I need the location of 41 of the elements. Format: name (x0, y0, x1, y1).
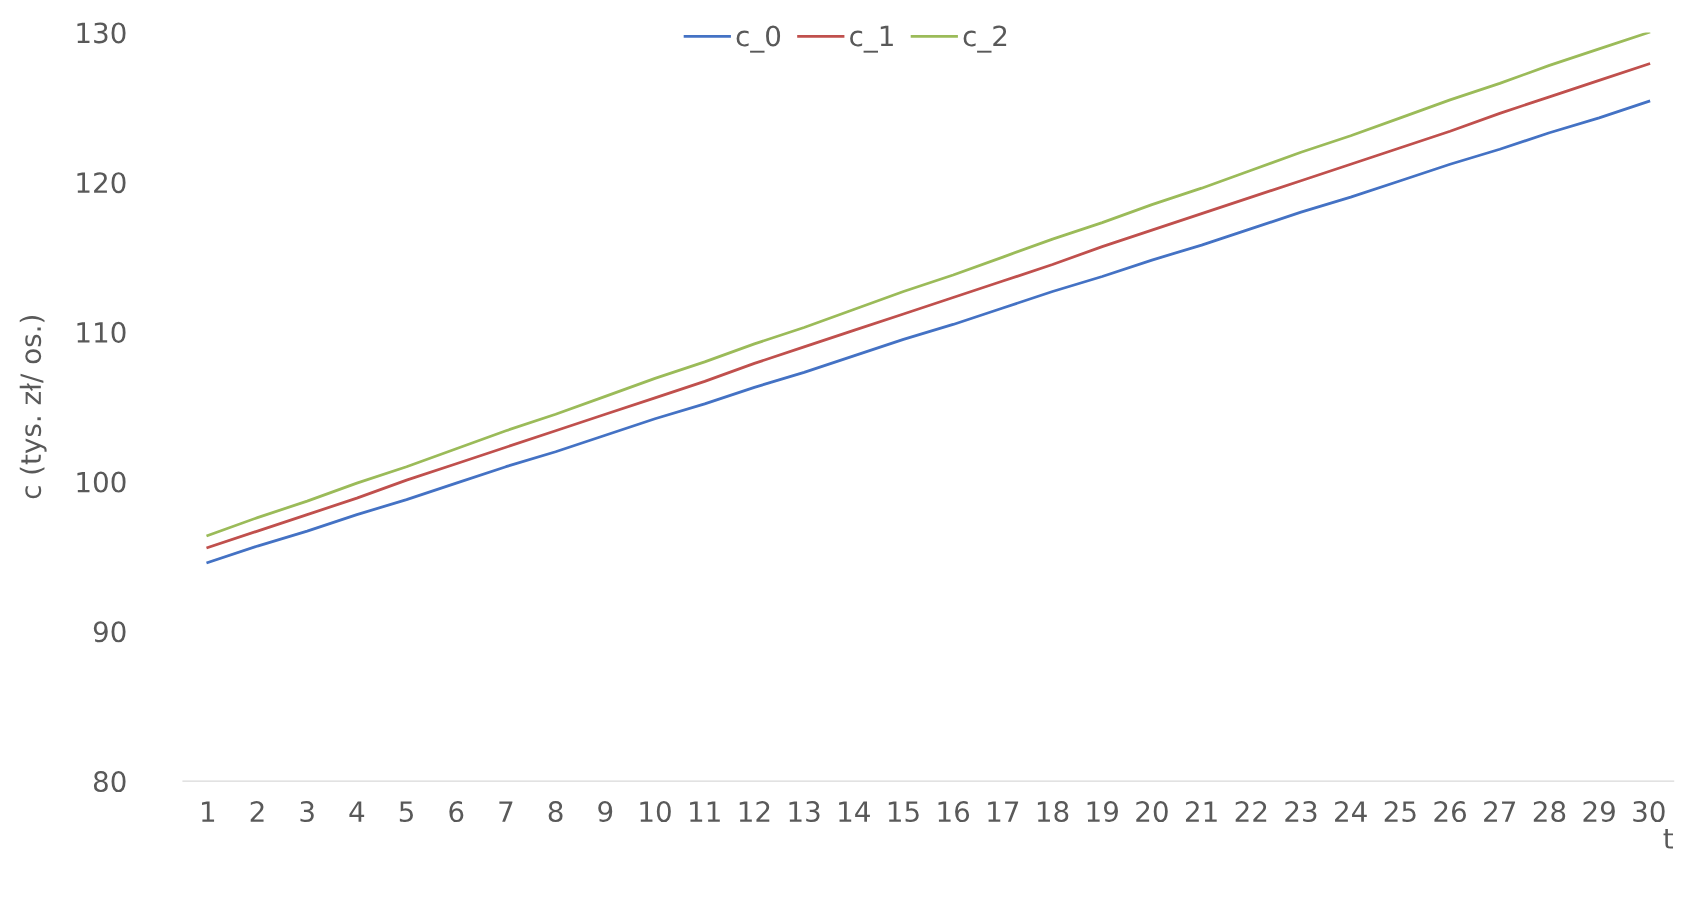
x-tick-label: 1 (202, 801, 215, 822)
x-tick-label: 20 (1136, 801, 1168, 823)
x-tick-label: 10 (640, 801, 671, 823)
x-tick-label: 28 (1533, 801, 1566, 823)
x-tick-label: 6 (449, 801, 464, 823)
x-tick-label: 21 (1185, 801, 1217, 822)
x-tick-label: 7 (499, 801, 513, 822)
x-tick-label: 18 (1037, 801, 1069, 823)
y-tick-label: 90 (93, 621, 126, 643)
x-tick-label: 17 (988, 801, 1019, 822)
x-tick-label: 9 (598, 801, 613, 823)
x-tick-label: 24 (1335, 801, 1367, 822)
y-axis-title: c (tys. zł/ os.) (19, 316, 47, 499)
x-tick-label: 5 (399, 801, 413, 823)
x-tick-label: 30 (1633, 801, 1665, 823)
x-tick-label: 15 (888, 801, 919, 823)
x-tick-label: 26 (1434, 801, 1466, 823)
y-tick-label: 100 (77, 471, 126, 493)
x-tick-label: 12 (739, 801, 770, 822)
x-tick-label: 29 (1583, 801, 1615, 823)
x-tick-label: 22 (1235, 801, 1267, 822)
y-tick-label: 80 (93, 771, 126, 793)
y-tick-label: 110 (77, 321, 126, 343)
x-tick-label: 16 (938, 801, 970, 823)
y-tick-label: 120 (77, 172, 126, 194)
x-tick-label: 13 (789, 801, 820, 823)
x-axis-title: t (1663, 829, 1674, 849)
y-tick-label: 130 (77, 22, 126, 44)
x-tick-label: 4 (349, 801, 365, 822)
legend-label: c_1 (850, 25, 893, 53)
x-tick-label: 8 (548, 801, 563, 823)
x-tick-label: 25 (1384, 801, 1416, 823)
x-tick-label: 11 (690, 801, 720, 822)
x-tick-label: 23 (1285, 801, 1317, 823)
legend-label: c_0 (736, 25, 781, 53)
legend-label: c_2 (963, 25, 1007, 53)
x-tick-label: 19 (1087, 801, 1118, 823)
x-tick-label: 3 (300, 801, 314, 823)
x-tick-label: 2 (250, 801, 264, 822)
x-tick-label: 27 (1484, 801, 1516, 822)
x-tick-label: 14 (839, 801, 870, 822)
